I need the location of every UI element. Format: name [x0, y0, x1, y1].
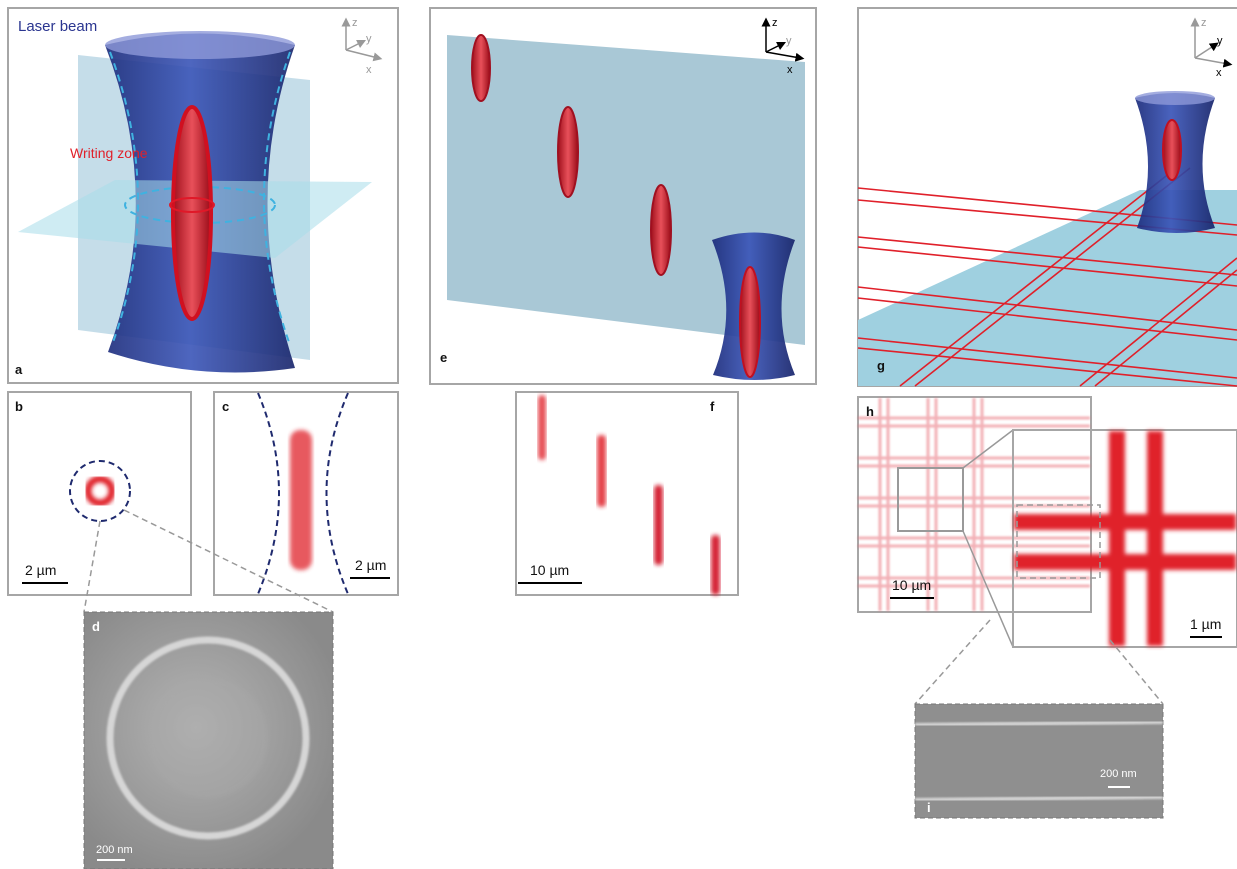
axis-label: x: [787, 64, 793, 76]
panel-label: c: [222, 399, 229, 414]
writing-zone: [740, 267, 760, 377]
connector: [915, 620, 990, 704]
beam-outline: [70, 461, 130, 521]
panel-label: h: [866, 404, 874, 419]
axis-icon: [1195, 22, 1228, 64]
scale-label: 1 µm: [1190, 616, 1221, 632]
panel-label: b: [15, 399, 23, 414]
streak: [597, 435, 606, 507]
connector: [84, 521, 100, 612]
axis-label: x: [366, 64, 372, 76]
beam-top: [105, 31, 295, 59]
axis-label: z: [352, 17, 358, 29]
axis-label: x: [1216, 67, 1222, 79]
scale-label: 200 nm: [1100, 768, 1137, 780]
scale-label: 10 µm: [530, 562, 569, 578]
axis-label: y: [1217, 35, 1223, 47]
beam-edge: [258, 393, 279, 594]
figure: Laser beam Writing zone z y x a 2 µm b 2…: [0, 0, 1237, 869]
panel-a: Laser beam Writing zone z y x a: [8, 8, 398, 383]
panel-g: z y x g: [858, 8, 1237, 386]
scale-label: 2 µm: [355, 557, 386, 573]
voxel: [472, 35, 490, 101]
panel-label: a: [15, 362, 23, 377]
panel-f: 10 µm f: [516, 392, 738, 595]
panel-label: f: [710, 399, 715, 414]
panel-label: e: [440, 350, 447, 365]
panel-label: g: [877, 358, 885, 373]
ring: [88, 479, 112, 503]
beam-top: [1135, 91, 1215, 105]
scale-label: 200 nm: [96, 844, 133, 856]
streak: [654, 485, 663, 565]
scale-label: 10 µm: [892, 577, 931, 593]
panel-c: 2 µm c: [214, 392, 398, 595]
connector: [1110, 640, 1163, 704]
panel-label: i: [927, 800, 931, 815]
annotation: Laser beam: [18, 18, 97, 35]
axis-label: z: [772, 17, 778, 29]
connector: [963, 531, 1013, 647]
axis-label: y: [366, 33, 372, 45]
streak: [290, 430, 312, 570]
center: [148, 678, 268, 798]
voxel: [558, 107, 578, 197]
streak: [538, 395, 546, 460]
streak: [711, 535, 720, 595]
writing-zone: [1163, 120, 1181, 180]
panel-e: z y x e: [430, 8, 816, 384]
panel-i: 200 nm i: [915, 620, 1163, 818]
voxel: [651, 185, 671, 275]
panel-h: 10 µm h 1 µm: [858, 397, 1237, 647]
axis-icon: [346, 22, 378, 58]
panel-b: 2 µm b: [8, 392, 191, 595]
axis-label: y: [786, 35, 792, 47]
scale-label: 2 µm: [25, 562, 56, 578]
axis-label: z: [1201, 17, 1207, 29]
annotation: Writing zone: [70, 145, 148, 161]
connector: [963, 430, 1013, 468]
beam-edge: [327, 393, 349, 594]
panel-label: d: [92, 619, 100, 634]
